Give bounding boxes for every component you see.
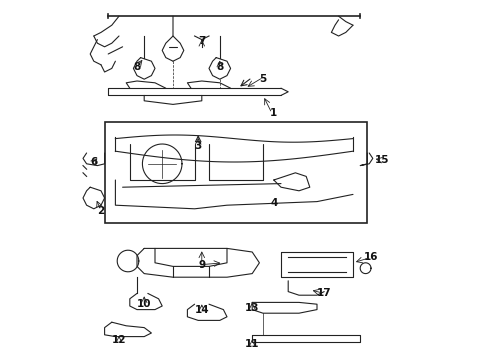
Text: 4: 4: [270, 198, 277, 208]
Text: 6: 6: [90, 157, 98, 167]
Text: 8: 8: [216, 62, 223, 72]
Text: 15: 15: [374, 155, 389, 165]
Text: 2: 2: [98, 206, 105, 216]
Text: 7: 7: [198, 36, 205, 46]
Text: 10: 10: [137, 299, 151, 309]
Text: 8: 8: [133, 62, 141, 72]
Text: 5: 5: [259, 74, 267, 84]
Text: 17: 17: [317, 288, 332, 298]
Text: 9: 9: [198, 260, 205, 270]
Text: 11: 11: [245, 339, 259, 349]
Text: 12: 12: [112, 335, 126, 345]
Text: 3: 3: [195, 141, 202, 151]
Text: 14: 14: [195, 305, 209, 315]
Text: 1: 1: [270, 108, 277, 118]
Text: 16: 16: [364, 252, 378, 262]
Text: 13: 13: [245, 303, 259, 313]
